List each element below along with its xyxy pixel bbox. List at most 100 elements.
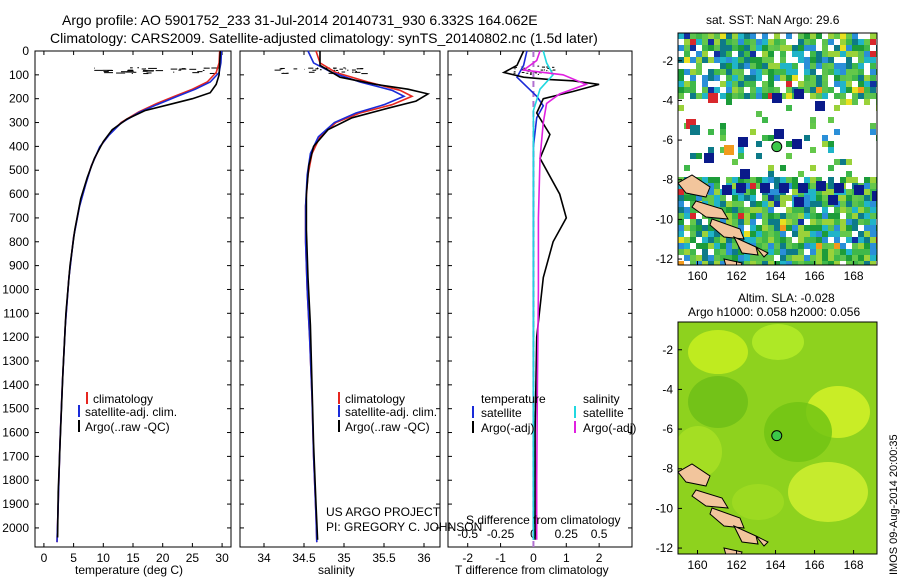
island-shape xyxy=(732,235,759,256)
sst-pixel xyxy=(762,135,768,141)
sst-pixel xyxy=(798,255,804,261)
sst-pixel xyxy=(720,261,726,265)
sst-pixel xyxy=(690,45,696,51)
sst-pixel xyxy=(840,219,846,225)
sst-pixel xyxy=(852,75,858,81)
sst-pixel xyxy=(834,33,840,39)
sst-pixel xyxy=(762,87,768,93)
sst-pixel xyxy=(822,81,828,87)
sst-pixel xyxy=(732,87,738,93)
sst-pixel xyxy=(726,39,732,45)
sst-pixel xyxy=(726,99,732,105)
sst-float-marker xyxy=(772,93,782,103)
sst-pixel xyxy=(756,111,762,117)
sst-pixel xyxy=(840,207,846,213)
sst-pixel xyxy=(858,261,864,265)
sst-pixel xyxy=(756,225,762,231)
sst-float-marker xyxy=(774,129,784,139)
sst-pixel xyxy=(678,69,684,75)
sst-pixel xyxy=(678,225,684,231)
sst-pixel xyxy=(810,207,816,213)
sst-pixel xyxy=(858,255,864,261)
argo-position-marker xyxy=(771,430,783,442)
sst-pixel xyxy=(792,261,798,265)
sst-pixel xyxy=(744,33,750,39)
sst-pixel xyxy=(870,93,876,99)
sst-pixel xyxy=(726,219,732,225)
sst-pixel xyxy=(792,189,798,195)
sst-pixel xyxy=(756,177,762,183)
depth-tick-label: 1200 xyxy=(2,330,29,344)
sst-pixel xyxy=(828,261,834,265)
salinity-xlabel: salinity xyxy=(318,563,355,577)
sst-pixel xyxy=(786,45,792,51)
sst-pixel xyxy=(678,45,684,51)
sst-pixel xyxy=(738,177,744,183)
sst-pixel xyxy=(714,69,720,75)
figure-title-line1: Argo profile: AO 5901752_233 31-Jul-2014… xyxy=(62,12,538,28)
sst-pixel xyxy=(756,243,762,249)
sst-pixel xyxy=(792,45,798,51)
sst-pixel xyxy=(864,81,870,87)
sst-pixel xyxy=(768,219,774,225)
sst-pixel xyxy=(846,33,852,39)
temperature-xtick-label: 30 xyxy=(215,551,229,565)
sst-pixel xyxy=(846,201,852,207)
sst-pixel xyxy=(756,261,762,265)
sst-pixel xyxy=(726,45,732,51)
sst-pixel xyxy=(756,45,762,51)
sst-pixel xyxy=(822,39,828,45)
sst-pixel xyxy=(852,195,858,201)
sst-pixel xyxy=(846,189,852,195)
difference-xtick-label: 1 xyxy=(563,551,570,565)
sst-pixel xyxy=(768,51,774,57)
sst-pixel xyxy=(810,195,816,201)
sst-pixel xyxy=(822,237,828,243)
sst-pixel xyxy=(804,33,810,39)
sst-pixel xyxy=(750,51,756,57)
temperature-series-line xyxy=(56,50,223,543)
sst-pixel xyxy=(834,159,840,165)
sst-pixel xyxy=(714,261,720,265)
sst-pixel xyxy=(726,51,732,57)
sst-pixel xyxy=(732,189,738,195)
sst-pixel xyxy=(864,189,870,195)
sst-pixel xyxy=(768,195,774,201)
sst-pixel xyxy=(786,213,792,219)
sst-pixel xyxy=(798,231,804,237)
sst-pixel xyxy=(768,177,774,183)
sst-pixel xyxy=(714,231,720,237)
sst-float-marker xyxy=(792,139,802,149)
sst-pixel xyxy=(828,219,834,225)
sst-pixel xyxy=(786,249,792,255)
sst-pixel xyxy=(846,87,852,93)
sst-pixel xyxy=(738,75,744,81)
sst-pixel xyxy=(720,135,726,141)
sst-pixel xyxy=(744,189,750,195)
sst-pixel xyxy=(756,237,762,243)
sst-float-marker xyxy=(704,153,714,163)
sst-float-marker xyxy=(708,93,718,103)
sst-pixel xyxy=(690,207,696,213)
sst-pixel xyxy=(732,159,738,165)
sst-pixel xyxy=(834,51,840,57)
sst-pixel xyxy=(732,63,738,69)
sst-pixel xyxy=(732,75,738,81)
sst-pixel xyxy=(762,81,768,87)
sst-pixel xyxy=(714,51,720,57)
sst-pixel xyxy=(732,57,738,63)
salinity-xtick-label: 35 xyxy=(337,551,351,565)
sst-pixel xyxy=(786,93,792,99)
sst-pixel xyxy=(780,255,786,261)
sst-pixel xyxy=(786,33,792,39)
sst-pixel xyxy=(750,237,756,243)
sst-pixel xyxy=(756,183,762,189)
sst-pixel xyxy=(828,177,834,183)
sst-pixel xyxy=(684,81,690,87)
sst-pixel xyxy=(816,57,822,63)
sst-pixel xyxy=(852,39,858,45)
sst-pixel xyxy=(702,249,708,255)
sst-pixel xyxy=(762,213,768,219)
map-xtick-label: 166 xyxy=(805,269,825,283)
sst-pixel xyxy=(714,45,720,51)
